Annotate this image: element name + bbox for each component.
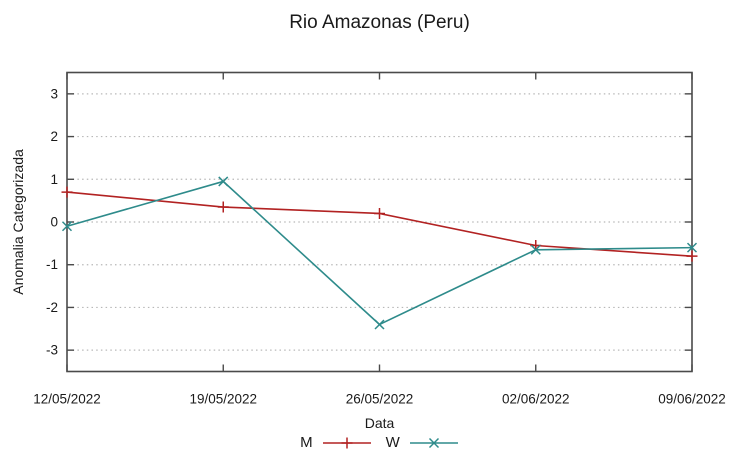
series-M-line [66,191,693,257]
svg-text:-1: -1 [46,257,58,272]
svg-text:12/05/2022: 12/05/2022 [33,392,101,407]
svg-text:-2: -2 [46,300,58,315]
svg-text:0: 0 [50,215,58,230]
svg-text:-3: -3 [46,343,58,358]
legend-item-W: W [386,434,459,451]
gridlines [68,93,691,351]
x-tick-labels: 12/05/2022 19/05/2022 26/05/2022 02/06/2022… [33,392,726,407]
legend-line-sample-plus-icon [322,437,371,448]
svg-text:2: 2 [50,129,58,144]
series-M [61,186,698,262]
legend-label: M [300,434,313,451]
series-M-markers [61,186,698,262]
legend-label: W [385,434,400,451]
x-axis-label: Data [364,415,395,431]
series-W [61,176,698,330]
legend-line-sample-cross-icon [409,437,458,448]
y-tick-labels: -3 -2 -1 0 1 2 3 [46,86,58,357]
svg-text:02/06/2022: 02/06/2022 [502,392,570,407]
svg-text:1: 1 [50,172,58,187]
svg-text:26/05/2022: 26/05/2022 [346,392,414,407]
series-W-markers [61,176,698,330]
svg-text:19/05/2022: 19/05/2022 [189,392,257,407]
svg-text:3: 3 [50,86,58,101]
svg-text:09/06/2022: 09/06/2022 [658,392,726,407]
tick-marks [66,72,693,372]
series-W-line [66,180,693,326]
chart-title: Rio Amazonas (Peru) [289,12,470,33]
legend-item-M: M [300,434,372,451]
